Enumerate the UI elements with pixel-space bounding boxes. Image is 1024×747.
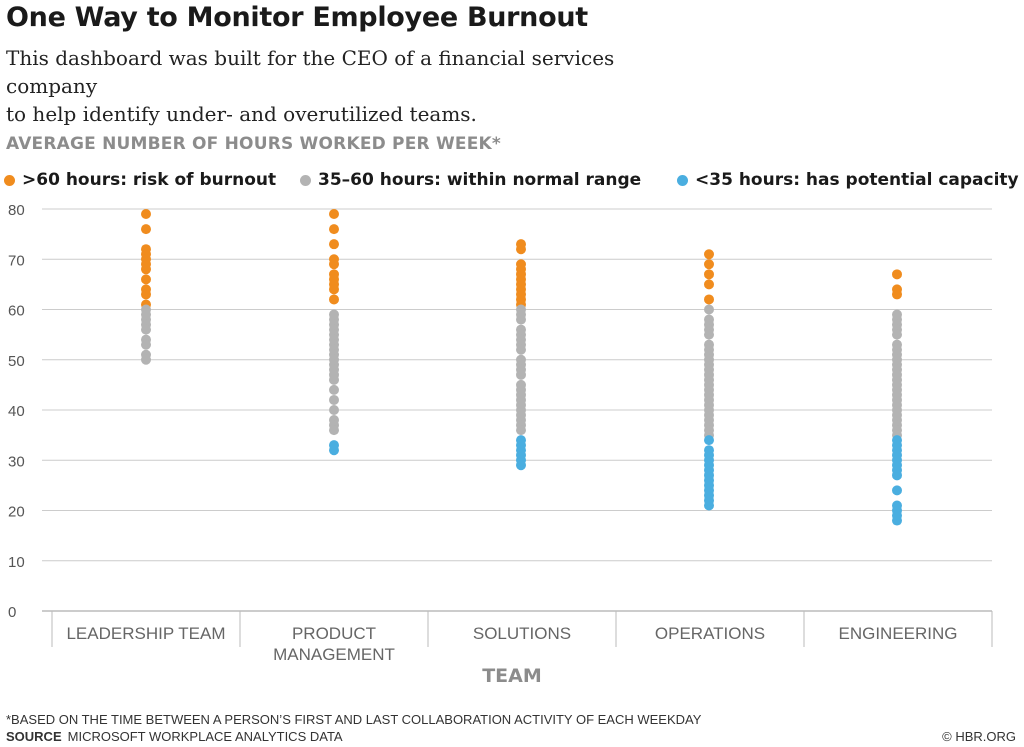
data-point	[329, 374, 339, 385]
y-tick-label: 0	[8, 604, 16, 621]
x-tick-label: OPERATIONS	[655, 624, 765, 643]
data-point	[329, 284, 339, 295]
data-point	[141, 354, 151, 365]
x-tick-label: LEADERSHIP TEAM	[66, 624, 225, 643]
data-point	[704, 269, 714, 280]
legend-dot-normal	[300, 174, 311, 186]
y-tick-label: 80	[8, 202, 25, 219]
legend-dot-under	[677, 174, 688, 186]
y-tick-label: 20	[8, 504, 25, 521]
data-point	[329, 239, 339, 250]
data-point	[329, 384, 339, 395]
source-label: SOURCE	[6, 729, 62, 744]
legend-item-under: <35 hours: has potential capacity	[677, 168, 1019, 192]
data-point	[141, 264, 151, 275]
data-point	[516, 369, 526, 380]
source-line: SOURCE MICROSOFT WORKPLACE ANALYTICS DATA	[6, 729, 343, 744]
y-tick-label: 10	[8, 554, 25, 571]
data-point	[516, 314, 526, 325]
data-point	[329, 209, 339, 220]
y-tick-label: 50	[8, 353, 25, 370]
data-point	[329, 294, 339, 305]
data-point	[704, 435, 714, 446]
x-tick-label: SOLUTIONS	[473, 624, 571, 643]
legend-label-normal: 35–60 hours: within normal range	[318, 170, 642, 190]
data-point	[516, 425, 526, 436]
chart-title: One Way to Monitor Employee Burnout	[6, 2, 588, 33]
data-point	[892, 329, 902, 340]
data-point	[141, 224, 151, 235]
legend-item-normal: 35–60 hours: within normal range	[300, 168, 641, 192]
y-tick-label: 60	[8, 303, 25, 320]
data-point	[704, 500, 714, 511]
subtitle-line-1: This dashboard was built for the CEO of …	[6, 46, 615, 98]
x-tick-label: PRODUCT	[292, 624, 376, 643]
data-point	[892, 289, 902, 300]
data-point	[141, 209, 151, 220]
data-point	[704, 279, 714, 290]
subtitle-line-2: to help identify under- and overutilized…	[6, 102, 477, 126]
chart-subtitle: This dashboard was built for the CEO of …	[6, 44, 706, 128]
data-point	[704, 329, 714, 340]
data-point	[329, 425, 339, 436]
data-point	[704, 259, 714, 270]
data-point	[892, 485, 902, 496]
y-tick-label: 40	[8, 403, 25, 420]
data-point	[141, 339, 151, 350]
data-point	[892, 470, 902, 481]
data-point	[329, 394, 339, 405]
source-text: MICROSOFT WORKPLACE ANALYTICS DATA	[67, 729, 343, 744]
data-point	[892, 515, 902, 526]
data-point	[516, 344, 526, 355]
data-point	[516, 460, 526, 471]
data-point	[516, 244, 526, 255]
y-tick-label: 70	[8, 252, 25, 269]
data-point	[329, 259, 339, 270]
legend-label-under: <35 hours: has potential capacity	[695, 170, 1019, 190]
data-point	[704, 249, 714, 260]
scatter-chart: 0 10 20 30 40 50 60 70 80 LEADERSHIP TEAM PRODUCT M…	[8, 202, 993, 687]
data-point	[141, 274, 151, 285]
legend-label-over: >60 hours: risk of burnout	[22, 170, 277, 190]
data-point	[892, 269, 902, 280]
data-point	[704, 304, 714, 315]
data-point	[329, 224, 339, 235]
x-tick-label: ENGINEERING	[838, 624, 957, 643]
copyright-credit: © HBR.ORG	[942, 729, 1016, 744]
data-point	[704, 294, 714, 305]
footnote: *BASED ON THE TIME BETWEEN A PERSON’S FI…	[6, 712, 702, 727]
data-point	[329, 445, 339, 456]
legend-item-over: >60 hours: risk of burnout	[4, 168, 276, 192]
x-tick-label: MANAGEMENT	[273, 645, 395, 664]
x-axis-title: TEAM	[482, 665, 542, 687]
data-point	[141, 289, 151, 300]
data-point	[141, 324, 151, 335]
y-tick-label: 30	[8, 453, 25, 470]
data-point	[329, 405, 339, 415]
legend-dot-over	[4, 174, 15, 186]
y-axis-label: AVERAGE NUMBER OF HOURS WORKED PER WEEK*	[6, 134, 501, 154]
